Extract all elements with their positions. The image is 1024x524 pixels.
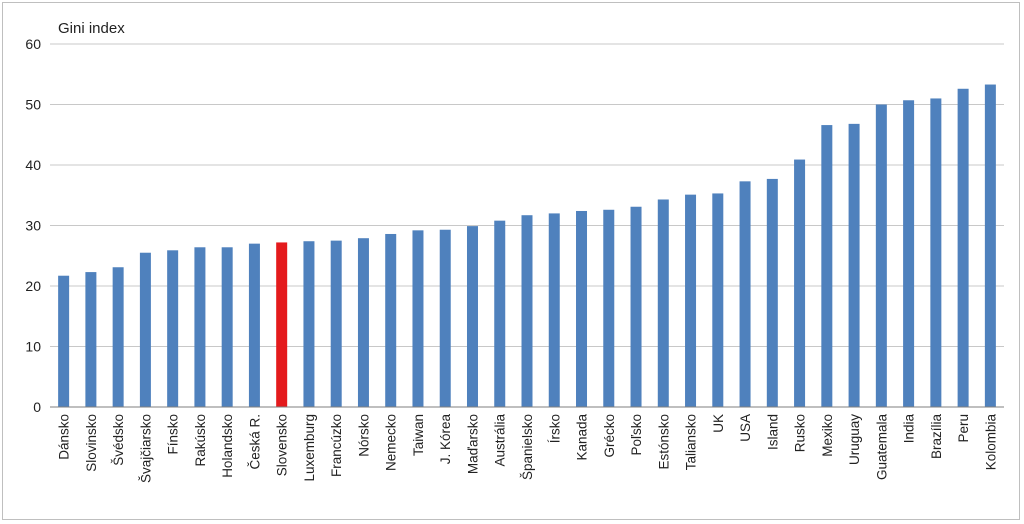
x-tick-label: Nemecko bbox=[384, 414, 399, 471]
bar bbox=[794, 159, 806, 407]
x-tick-label: Taiwan bbox=[411, 414, 426, 456]
bar bbox=[576, 210, 588, 407]
bar bbox=[521, 215, 533, 407]
x-tick-label: Francúzko bbox=[329, 414, 344, 477]
bar bbox=[330, 240, 342, 407]
bars bbox=[58, 84, 996, 408]
x-tick-label: Grécko bbox=[602, 414, 617, 458]
bar bbox=[466, 226, 478, 407]
bar bbox=[875, 104, 887, 407]
x-tick-label: India bbox=[902, 414, 917, 444]
bar bbox=[603, 209, 615, 407]
x-tick-label: Peru bbox=[956, 414, 971, 443]
bar bbox=[85, 272, 97, 407]
y-tick-label: 50 bbox=[25, 97, 41, 113]
y-tick-label: 40 bbox=[25, 157, 41, 173]
gridlines bbox=[50, 43, 1004, 347]
bar bbox=[630, 206, 642, 407]
x-tick-label: Mexiko bbox=[820, 414, 835, 457]
x-tick-label: Holandsko bbox=[220, 414, 235, 478]
bar bbox=[903, 100, 915, 407]
bar bbox=[139, 252, 151, 407]
x-tick-label: Rakúsko bbox=[193, 414, 208, 467]
x-tick-label: Slovinsko bbox=[84, 414, 99, 472]
bar bbox=[548, 213, 560, 407]
y-tick-label: 20 bbox=[25, 278, 41, 294]
x-tick-label: Poľsko bbox=[629, 414, 644, 455]
x-tick-label: USA bbox=[738, 414, 753, 442]
bar bbox=[385, 233, 397, 407]
bar bbox=[712, 193, 724, 407]
x-tick-label: Kanada bbox=[575, 414, 590, 461]
x-tick-label: UK bbox=[711, 414, 726, 433]
y-axis-ticks: 0 10 20 30 40 50 60 bbox=[25, 36, 41, 415]
bar bbox=[494, 220, 506, 407]
bar bbox=[848, 123, 860, 408]
x-tick-label: Luxemburg bbox=[302, 414, 317, 482]
y-axis-label: Gini index bbox=[58, 20, 125, 37]
x-tick-label: Švajčiarsko bbox=[138, 414, 153, 483]
y-tick-label: 10 bbox=[25, 339, 41, 355]
bar bbox=[194, 247, 206, 407]
x-tick-label: Austrália bbox=[493, 414, 508, 467]
x-tick-label: Estónsko bbox=[656, 414, 671, 470]
bar bbox=[221, 247, 233, 407]
y-tick-label: 60 bbox=[25, 36, 41, 52]
bar bbox=[957, 88, 969, 408]
x-tick-label: Dánsko bbox=[57, 414, 72, 460]
bar bbox=[766, 178, 778, 407]
bar bbox=[412, 230, 424, 407]
y-tick-label: 0 bbox=[33, 399, 41, 415]
x-tick-label: Rusko bbox=[793, 414, 808, 452]
bar bbox=[276, 242, 288, 407]
bar bbox=[58, 275, 70, 407]
x-tick-label: Írsko bbox=[547, 414, 562, 443]
bar bbox=[984, 84, 996, 407]
x-tick-label: Slovensko bbox=[275, 414, 290, 476]
x-tick-label: J. Kórea bbox=[438, 414, 453, 465]
x-tick-label: Nórsko bbox=[356, 414, 371, 457]
x-tick-label: Fínsko bbox=[166, 414, 181, 455]
x-axis-labels: Dánsko Slovinsko Švédsko Švajčiarsko Fínsko R… bbox=[57, 414, 999, 484]
x-tick-label: Španielsko bbox=[520, 414, 535, 480]
bar bbox=[167, 250, 179, 407]
x-tick-label: Island bbox=[765, 414, 780, 450]
bar bbox=[248, 243, 260, 407]
bar bbox=[685, 194, 697, 407]
bar bbox=[357, 238, 369, 407]
bar bbox=[821, 125, 833, 407]
x-tick-label: Taliansko bbox=[684, 414, 699, 470]
bar bbox=[657, 199, 669, 407]
x-tick-label: Guatemala bbox=[874, 414, 889, 481]
x-tick-label: Česká R. bbox=[247, 414, 262, 470]
bar bbox=[112, 267, 124, 407]
bar bbox=[303, 241, 315, 407]
x-tick-label: Brazília bbox=[929, 414, 944, 460]
bar bbox=[739, 181, 751, 407]
x-tick-label: Švédsko bbox=[111, 414, 126, 466]
x-tick-label: Uruguay bbox=[847, 414, 862, 465]
y-tick-label: 30 bbox=[25, 218, 41, 234]
x-tick-label: Kolombia bbox=[983, 414, 998, 471]
bar bbox=[930, 98, 942, 407]
bar bbox=[439, 229, 451, 407]
x-tick-label: Maďarsko bbox=[465, 414, 480, 474]
